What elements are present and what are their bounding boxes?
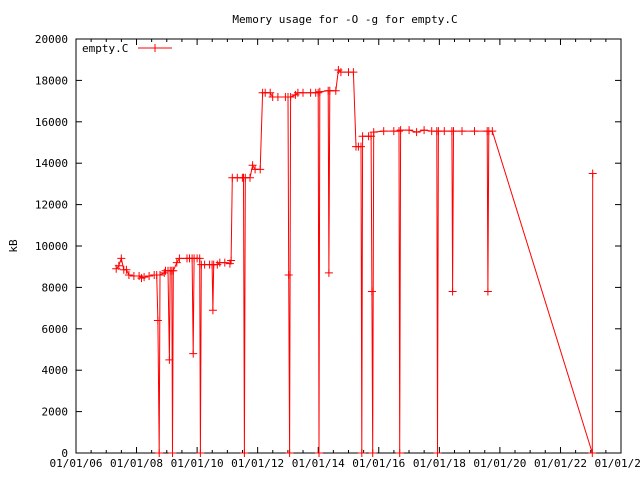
data-point — [368, 449, 377, 457]
data-point — [266, 88, 275, 97]
data-point — [314, 88, 323, 97]
data-point — [470, 127, 479, 136]
y-tick-label: 12000 — [35, 199, 68, 212]
data-point — [168, 449, 177, 457]
y-tick-label: 8000 — [42, 281, 69, 294]
y-tick-label: 0 — [61, 447, 68, 460]
data-point — [331, 86, 340, 95]
y-tick-label: 18000 — [35, 74, 68, 87]
x-tick-label: 01/01/24 — [595, 457, 640, 470]
data-point — [336, 68, 345, 77]
y-tick-label: 2000 — [42, 406, 69, 419]
data-point — [488, 127, 497, 136]
data-point — [315, 87, 324, 96]
data-point — [160, 268, 169, 277]
data-point — [396, 126, 405, 135]
y-tick-label: 20000 — [35, 33, 68, 46]
y-axis-label: kB — [7, 239, 20, 253]
data-point — [124, 271, 133, 279]
y-tick-label: 6000 — [42, 323, 69, 336]
chart-title: Memory usage for -O -g for empty.C — [232, 13, 457, 26]
legend: empty.C — [82, 42, 172, 55]
y-tick-label: 10000 — [35, 240, 68, 253]
y-tick-label: 4000 — [42, 364, 69, 377]
data-point — [156, 271, 164, 279]
data-point — [315, 449, 323, 457]
x-tick-label: 01/01/06 — [50, 457, 103, 470]
data-point — [256, 165, 265, 174]
data-point — [220, 258, 229, 267]
data-point — [448, 287, 457, 296]
data-point — [367, 287, 376, 296]
legend-label-empty-c: empty.C — [82, 42, 128, 55]
data-point — [196, 449, 205, 457]
series-empty-c — [112, 66, 597, 457]
data-point — [349, 68, 358, 77]
data-point — [248, 161, 257, 170]
data-point — [246, 173, 254, 182]
data-point — [367, 132, 376, 141]
data-point — [412, 128, 421, 137]
data-point — [284, 271, 293, 279]
data-point — [140, 273, 149, 282]
data-point — [195, 254, 204, 263]
data-point — [357, 449, 366, 457]
data-point — [299, 88, 307, 97]
data-point — [449, 127, 458, 136]
data-point — [458, 127, 466, 136]
data-point — [208, 306, 217, 315]
data-point — [175, 254, 184, 263]
x-axis: 01/01/06 01/01/08 01/01/10 01/01/12 01/01/14… — [50, 39, 640, 470]
y-axis: 0 2000 4000 6000 8000 10000 12000 14000 16000 180… — [35, 33, 621, 460]
data-point — [588, 169, 597, 178]
x-tick-label: 01/01/14 — [292, 457, 345, 470]
data-point — [172, 258, 181, 267]
data-point — [286, 93, 295, 101]
data-point — [420, 126, 429, 135]
x-tick-label: 01/01/20 — [473, 457, 526, 470]
data-point — [145, 272, 154, 280]
data-point — [483, 287, 492, 296]
data-point — [395, 449, 404, 457]
data-point — [122, 265, 131, 274]
data-point — [379, 127, 388, 136]
data-point — [395, 127, 403, 136]
series-line-0 — [115, 69, 594, 454]
data-point — [240, 449, 249, 457]
data-point — [440, 127, 449, 136]
data-point — [227, 256, 236, 265]
data-point — [155, 449, 164, 457]
data-point — [273, 93, 282, 101]
legend-marker — [151, 44, 159, 52]
data-point — [369, 128, 378, 137]
data-point — [433, 449, 442, 457]
data-point — [324, 268, 333, 277]
data-point — [189, 349, 198, 358]
data-point — [117, 254, 126, 263]
plot-frame — [75, 38, 622, 454]
y-tick-label: 16000 — [35, 116, 68, 129]
x-tick-label: 01/01/10 — [171, 457, 224, 470]
data-point — [153, 316, 162, 325]
data-point — [588, 449, 597, 457]
y-tick-label: 14000 — [35, 157, 68, 170]
data-point — [165, 355, 174, 364]
x-tick-label: 01/01/22 — [534, 457, 587, 470]
x-tick-label: 01/01/18 — [413, 457, 466, 470]
data-point — [285, 449, 294, 457]
data-point — [405, 126, 414, 135]
data-point — [169, 266, 178, 275]
data-point — [114, 261, 123, 270]
data-point — [357, 142, 365, 151]
x-tick-label: 01/01/08 — [110, 457, 163, 470]
x-tick-label: 01/01/16 — [352, 457, 405, 470]
x-tick-label: 01/01/12 — [231, 457, 284, 470]
